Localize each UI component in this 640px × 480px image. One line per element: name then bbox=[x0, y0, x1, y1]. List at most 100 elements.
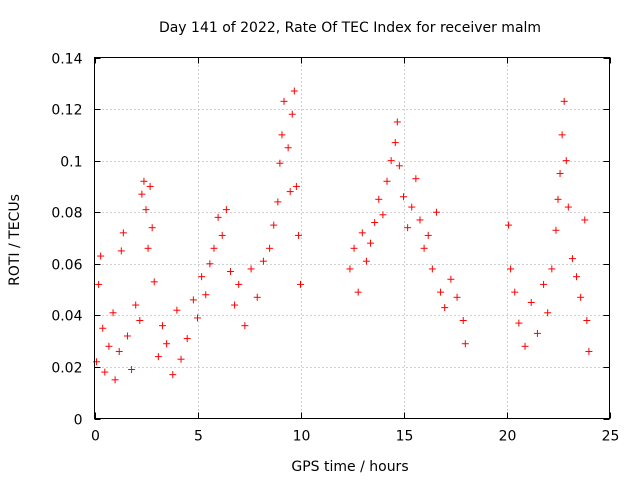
data-point-plus-marker bbox=[395, 162, 403, 170]
y-tick-label: 0.04 bbox=[51, 309, 82, 325]
data-point-plus-marker bbox=[540, 280, 548, 288]
x-tick-label: 5 bbox=[194, 429, 203, 445]
data-point-plus-marker bbox=[391, 139, 399, 147]
y-axis-label: ROTI / TECUs bbox=[7, 194, 23, 286]
data-point-plus-marker bbox=[142, 206, 150, 214]
data-point-plus-marker bbox=[560, 97, 568, 105]
data-point-plus-marker bbox=[297, 280, 304, 288]
data-point-plus-marker bbox=[393, 118, 401, 126]
data-point-plus-marker bbox=[218, 231, 226, 239]
data-point-plus-marker bbox=[544, 309, 552, 317]
y-tick-label: 0 bbox=[74, 413, 83, 429]
data-point-plus-marker bbox=[453, 293, 461, 301]
x-tick-label: 15 bbox=[396, 429, 414, 445]
data-point-plus-marker bbox=[231, 301, 239, 309]
data-point-plus-marker bbox=[420, 244, 428, 252]
data-point-plus-marker bbox=[206, 260, 214, 268]
data-point-plus-marker bbox=[128, 366, 136, 374]
data-point-plus-marker bbox=[292, 182, 300, 190]
data-point-plus-marker bbox=[173, 306, 181, 314]
data-point-plus-marker bbox=[432, 208, 440, 216]
data-point-plus-marker bbox=[259, 257, 267, 265]
data-point-plus-marker bbox=[548, 265, 556, 273]
data-point-plus-marker bbox=[583, 317, 591, 325]
data-point-plus-marker bbox=[270, 221, 278, 229]
data-point-plus-marker bbox=[117, 247, 125, 255]
data-point-plus-marker bbox=[387, 157, 395, 165]
data-point-plus-marker bbox=[288, 110, 296, 118]
data-point-plus-marker bbox=[375, 195, 383, 203]
y-tick-label: 0.02 bbox=[51, 361, 82, 377]
data-points bbox=[93, 87, 593, 384]
data-point-plus-marker bbox=[111, 376, 119, 384]
data-point-plus-marker bbox=[428, 265, 436, 273]
data-point-plus-marker bbox=[515, 319, 523, 327]
data-point-plus-marker bbox=[447, 275, 455, 283]
data-point-plus-marker bbox=[148, 224, 156, 232]
data-point-plus-marker bbox=[290, 87, 298, 95]
data-point-plus-marker bbox=[521, 342, 529, 350]
data-point-plus-marker bbox=[97, 252, 105, 260]
y-tick-label: 0.08 bbox=[51, 206, 82, 222]
data-point-plus-marker bbox=[253, 293, 261, 301]
data-point-plus-marker bbox=[183, 335, 191, 343]
data-point-plus-marker bbox=[202, 291, 210, 299]
data-point-plus-marker bbox=[554, 195, 562, 203]
data-point-plus-marker bbox=[138, 190, 146, 198]
data-point-plus-marker bbox=[577, 293, 585, 301]
data-point-plus-marker bbox=[562, 157, 570, 165]
data-point-plus-marker bbox=[276, 159, 284, 167]
data-point-plus-marker bbox=[507, 265, 515, 273]
data-point-plus-marker bbox=[346, 265, 354, 273]
x-tick-label: 0 bbox=[91, 429, 100, 445]
data-point-plus-marker bbox=[194, 314, 201, 322]
data-point-plus-marker bbox=[284, 144, 292, 152]
data-point-plus-marker bbox=[573, 273, 581, 281]
data-point-plus-marker bbox=[158, 322, 166, 330]
data-point-plus-marker bbox=[247, 265, 255, 273]
data-point-plus-marker bbox=[163, 340, 171, 348]
data-point-plus-marker bbox=[371, 219, 379, 227]
data-point-plus-marker bbox=[266, 244, 274, 252]
data-point-plus-marker bbox=[416, 216, 424, 224]
data-point-plus-marker bbox=[278, 131, 286, 139]
y-tick-label: 0.1 bbox=[60, 155, 82, 171]
data-point-plus-marker bbox=[581, 216, 589, 224]
x-tick-label: 25 bbox=[602, 429, 620, 445]
data-point-plus-marker bbox=[123, 332, 131, 340]
data-point-plus-marker bbox=[150, 278, 158, 286]
data-point-plus-marker bbox=[169, 371, 177, 379]
data-point-plus-marker bbox=[404, 224, 412, 232]
data-point-plus-marker bbox=[241, 322, 249, 330]
data-point-plus-marker bbox=[105, 342, 113, 350]
data-point-plus-marker bbox=[400, 193, 407, 201]
data-point-plus-marker bbox=[383, 177, 391, 185]
x-axis-label: GPS time / hours bbox=[291, 459, 408, 475]
data-point-plus-marker bbox=[280, 97, 288, 105]
data-point-plus-marker bbox=[558, 131, 566, 139]
data-point-plus-marker bbox=[235, 280, 243, 288]
axis-ticks bbox=[94, 57, 611, 420]
data-point-plus-marker bbox=[198, 273, 206, 281]
chart-title: Day 141 of 2022, Rate Of TEC Index for r… bbox=[159, 20, 541, 36]
data-point-plus-marker bbox=[95, 280, 103, 288]
data-point-plus-marker bbox=[210, 244, 218, 252]
data-point-plus-marker bbox=[424, 231, 432, 239]
x-tick-label: 20 bbox=[499, 429, 517, 445]
data-point-plus-marker bbox=[408, 203, 416, 211]
data-point-plus-marker bbox=[189, 296, 197, 304]
data-point-plus-marker bbox=[226, 268, 234, 276]
data-point-plus-marker bbox=[132, 301, 140, 309]
data-point-plus-marker bbox=[350, 244, 358, 252]
data-point-plus-marker bbox=[556, 170, 564, 178]
data-point-plus-marker bbox=[362, 257, 370, 265]
data-point-plus-marker bbox=[533, 329, 541, 337]
data-point-plus-marker bbox=[568, 255, 576, 263]
data-point-plus-marker bbox=[286, 188, 294, 196]
data-point-plus-marker bbox=[358, 229, 366, 237]
data-point-plus-marker bbox=[119, 229, 127, 237]
data-point-plus-marker bbox=[146, 182, 154, 190]
data-point-plus-marker bbox=[294, 231, 302, 239]
